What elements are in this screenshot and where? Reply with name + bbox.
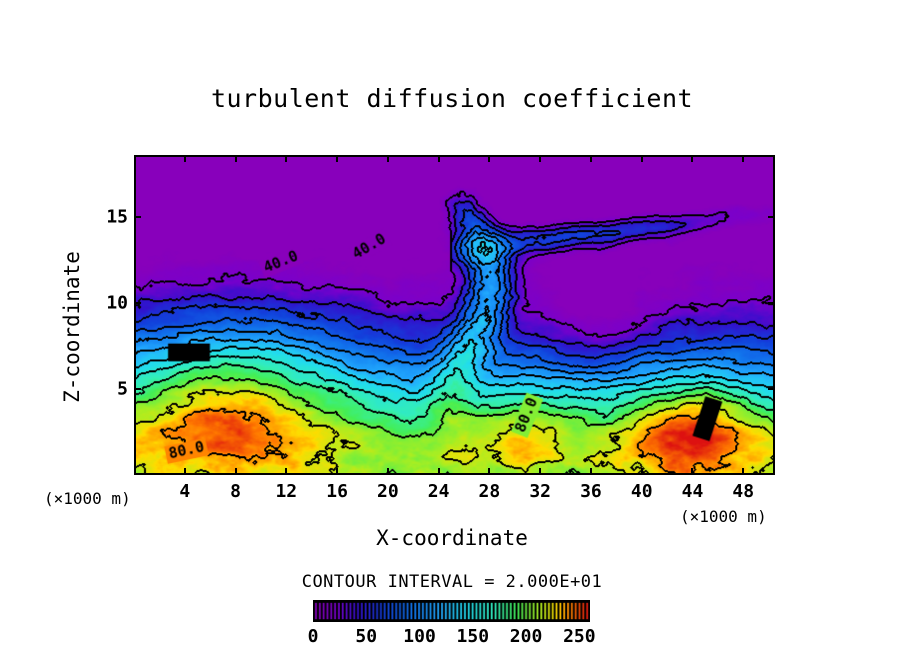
- x-tick-mark: [386, 155, 389, 162]
- x-tick-label: 28: [478, 481, 501, 502]
- x-tick-label: 40: [630, 481, 653, 502]
- x-tick-mark: [488, 155, 491, 162]
- x-tick-mark: [285, 155, 288, 162]
- x-tick-mark: [589, 155, 592, 162]
- x-tick-mark: [691, 468, 694, 475]
- x-tick-mark: [285, 468, 288, 475]
- chart-title: turbulent diffusion coefficient: [210, 84, 694, 113]
- colorbar-tick-label: 100: [403, 626, 436, 647]
- colorbar-tick-label: 0: [307, 626, 319, 647]
- y-tick-mark: [134, 215, 141, 218]
- colorbar: [313, 600, 590, 622]
- x-tick-mark: [742, 468, 745, 475]
- contour-plot-area: [134, 155, 775, 475]
- x-tick-mark: [336, 155, 339, 162]
- x-tick-mark: [539, 468, 542, 475]
- x-tick-label: 12: [275, 481, 298, 502]
- x-tick-mark: [234, 155, 237, 162]
- y-tick-mark: [768, 215, 775, 218]
- x-tick-label: 16: [326, 481, 348, 502]
- x-tick-mark: [539, 155, 542, 162]
- x-tick-label: 44: [681, 481, 704, 502]
- y-tick-mark: [134, 387, 141, 390]
- y-tick-label: 5: [117, 378, 128, 400]
- x-tick-label: 36: [580, 481, 602, 502]
- x-tick-label: 24: [427, 481, 450, 502]
- x-tick-mark: [437, 468, 440, 475]
- x-tick-mark: [691, 155, 694, 162]
- x-tick-mark: [640, 155, 643, 162]
- x-tick-mark: [336, 468, 339, 475]
- y-tick-mark: [134, 301, 141, 304]
- x-tick-label: 20: [377, 481, 399, 502]
- x-tick-mark: [386, 468, 389, 475]
- y-tick-label: 15: [106, 206, 128, 228]
- x-tick-mark: [640, 468, 643, 475]
- x-tick-mark: [234, 468, 237, 475]
- x-tick-label: 4: [179, 481, 191, 502]
- contour-interval-caption: CONTOUR INTERVAL = 2.000E+01: [301, 572, 603, 592]
- y-axis-label: Z-coordinate: [60, 251, 84, 403]
- x-tick-label: 32: [529, 481, 552, 502]
- x-tick-mark: [437, 155, 440, 162]
- x-axis-unit-label: (×1000 m): [680, 507, 767, 526]
- x-tick-mark: [183, 468, 186, 475]
- colorbar-tick-label: 150: [456, 626, 490, 647]
- x-tick-label: 48: [732, 481, 755, 502]
- colorbar-tick-label: 50: [355, 626, 378, 647]
- x-axis-label: X-coordinate: [376, 526, 528, 550]
- contour-field: [136, 157, 773, 473]
- x-tick-mark: [742, 155, 745, 162]
- x-tick-mark: [488, 468, 491, 475]
- y-tick-mark: [768, 387, 775, 390]
- x-tick-label: 8: [230, 481, 241, 502]
- x-tick-mark: [589, 468, 592, 475]
- y-tick-label: 10: [106, 292, 128, 314]
- y-axis-unit-label: (×1000 m): [44, 489, 131, 508]
- colorbar-gradient: [314, 601, 589, 621]
- colorbar-tick-label: 200: [509, 626, 543, 647]
- colorbar-tick-label: 250: [563, 626, 596, 647]
- x-tick-mark: [183, 155, 186, 162]
- y-tick-mark: [768, 301, 775, 304]
